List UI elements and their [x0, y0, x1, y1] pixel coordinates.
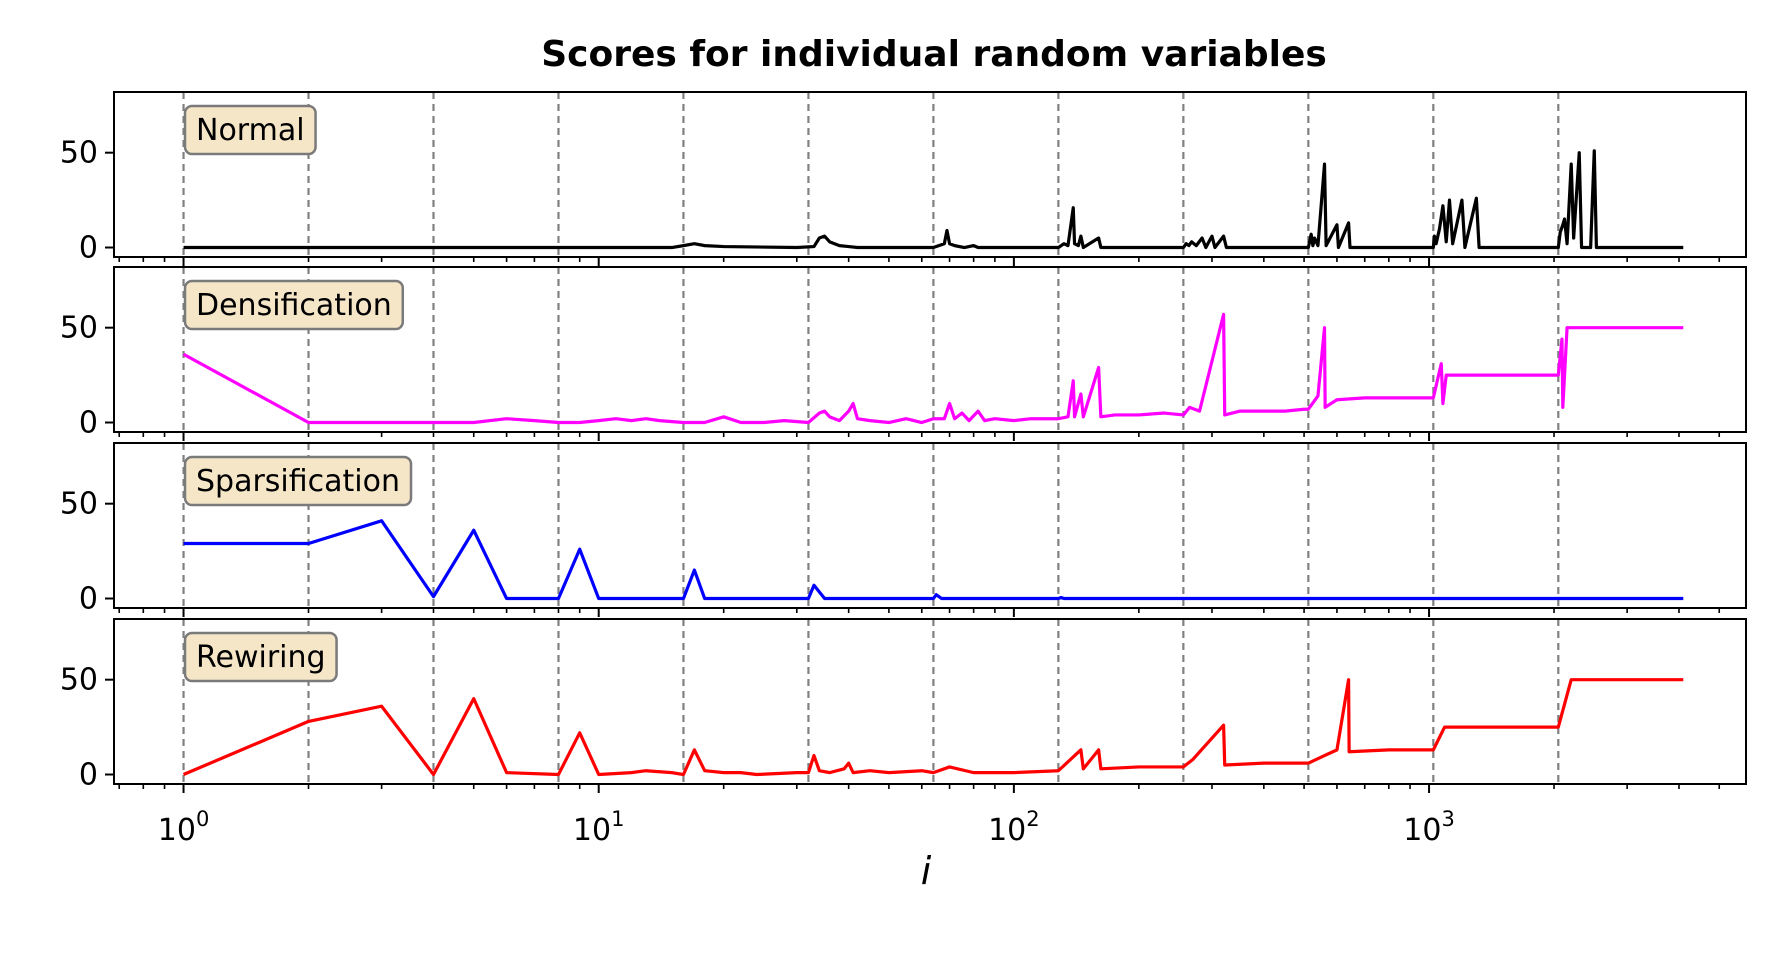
- panel-label-text: Rewiring: [196, 640, 326, 675]
- panel-label-box: [183, 631, 338, 683]
- panel-label-rewiring: Rewiring: [183, 631, 338, 683]
- panel-rewiring: 0 50 Rewiring: [60, 618, 1747, 793]
- x-tick-exponent: 3: [1441, 807, 1454, 831]
- x-tick-label: 101: [573, 807, 625, 848]
- y-tick-label: 0: [79, 758, 98, 793]
- panel-label-densification: Densification: [183, 279, 405, 331]
- panel-label-text: Densification: [196, 288, 392, 323]
- panel-label-sparsification: Sparsification: [183, 455, 413, 507]
- y-tick-label: 0: [79, 231, 98, 266]
- y-tick-label: 0: [79, 582, 98, 617]
- panels: 0 50 Normal 0 50 Densification 0 50 Sparsificati…: [60, 91, 1747, 793]
- x-tick-label: 100: [158, 807, 210, 848]
- panel-label-box: [183, 279, 405, 331]
- series-line-rewiring: [182, 678, 1684, 777]
- y-tick-label: 0: [79, 406, 98, 441]
- x-tick-label: 102: [988, 807, 1040, 848]
- series-line-normal: [183, 149, 1684, 250]
- x-tick-exponent: 1: [611, 807, 624, 831]
- x-axis-label: i: [921, 849, 932, 893]
- x-tick-exponent: 0: [196, 807, 209, 831]
- y-tick-label: 50: [60, 663, 98, 698]
- series-line-densification: [182, 312, 1684, 425]
- panel-label-box: [183, 104, 317, 156]
- panel-label-normal: Normal: [183, 104, 317, 156]
- x-tick-exponent: 2: [1026, 807, 1039, 831]
- panel-sparsification: 0 50 Sparsification: [60, 442, 1747, 617]
- y-tick-label: 50: [60, 487, 98, 522]
- series-line-sparsification: [183, 519, 1684, 601]
- panel-label-box: [183, 455, 413, 507]
- panel-frame: [113, 91, 1747, 258]
- x-tick-label: 103: [1403, 807, 1455, 848]
- panel-label-text: Sparsification: [196, 464, 400, 499]
- panel-frame: [113, 266, 1747, 433]
- chart-title: Scores for individual random variables: [541, 34, 1327, 75]
- panel-frame: [113, 618, 1747, 785]
- y-tick-label: 50: [60, 136, 98, 171]
- panel-normal: 0 50 Normal: [60, 91, 1747, 266]
- panel-frame: [113, 442, 1747, 609]
- y-tick-label: 50: [60, 311, 98, 346]
- panel-label-text: Normal: [196, 113, 305, 148]
- panel-densification: 0 50 Densification: [60, 266, 1747, 441]
- x-axis: 100 101 102 103: [158, 807, 1455, 848]
